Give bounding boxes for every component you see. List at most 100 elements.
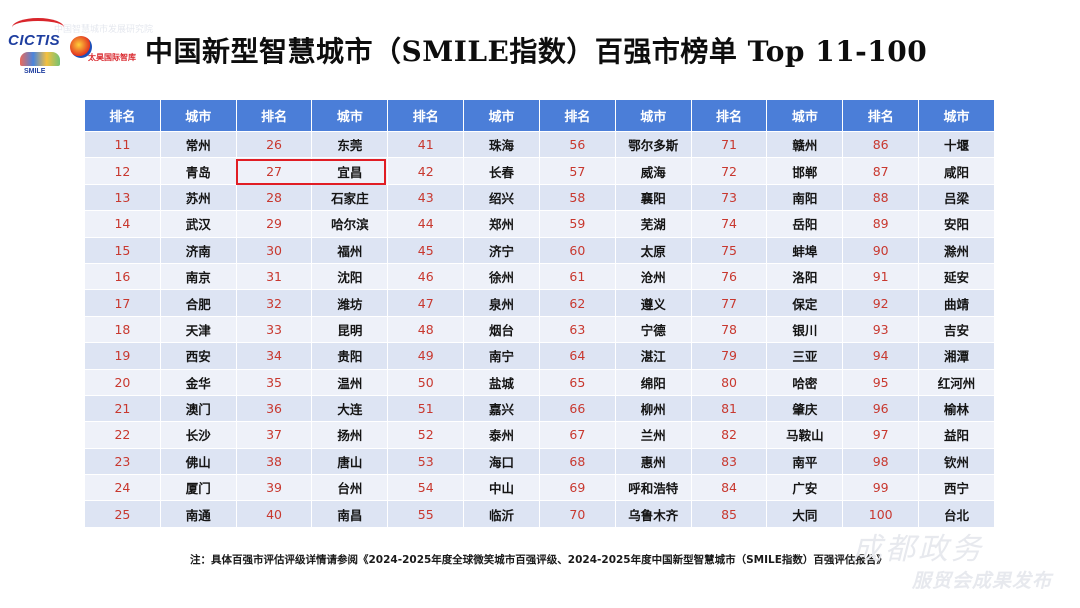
table-header-cell: 排名 — [235, 99, 313, 132]
taihu-logo: 太昊国际智库 — [70, 36, 136, 66]
city-cell: 保定 — [766, 289, 844, 317]
city-cell: 太原 — [614, 236, 692, 264]
rank-cell: 27 — [235, 157, 313, 185]
rank-cell: 60 — [538, 236, 616, 264]
city-cell: 三亚 — [766, 342, 844, 370]
rank-cell: 47 — [387, 289, 465, 317]
city-cell: 吉安 — [918, 315, 995, 344]
city-cell: 天津 — [159, 315, 237, 344]
table-row: 18 天津 33 昆明 48 烟台 63 宁德 78 银川 93 吉安 — [84, 315, 995, 344]
city-cell: 贵阳 — [311, 342, 389, 370]
city-cell: 青岛 — [159, 157, 237, 185]
rank-cell: 35 — [235, 368, 313, 396]
table-row: 12 青岛 27 宜昌 42 长春 57 威海 72 邯郸 87 咸阳 — [84, 157, 995, 185]
city-cell: 岳阳 — [766, 210, 844, 238]
rank-cell: 71 — [690, 130, 768, 159]
rank-cell: 44 — [387, 210, 465, 238]
city-cell: 台州 — [311, 474, 389, 502]
city-cell: 昆明 — [311, 315, 389, 344]
rank-cell: 87 — [842, 157, 920, 185]
page-title: 中国新型智慧城市（SMILE指数）百强市榜单 Top 11-100 — [145, 35, 928, 68]
city-cell: 洛阳 — [766, 262, 844, 291]
table-row: 22 长沙 37 扬州 52 泰州 67 兰州 82 马鞍山 97 益阳 — [84, 421, 995, 449]
city-cell: 郑州 — [463, 210, 540, 238]
rank-cell: 59 — [538, 210, 616, 238]
city-cell: 广安 — [766, 474, 844, 502]
city-cell: 沧州 — [614, 262, 692, 291]
city-cell: 长春 — [463, 157, 540, 185]
table-body: 11 常州 26 东莞 41 珠海 56 鄂尔多斯 71 赣州 86 十堰 12 青岛 27 宜昌 42 长春 57… — [84, 130, 995, 528]
city-cell: 威海 — [614, 157, 692, 185]
city-cell: 柳州 — [614, 394, 692, 423]
city-cell: 鄂尔多斯 — [614, 130, 692, 159]
rank-cell: 74 — [690, 210, 768, 238]
city-cell: 徐州 — [463, 262, 540, 291]
rank-cell: 11 — [84, 130, 161, 159]
city-cell: 苏州 — [159, 183, 237, 212]
city-cell: 哈密 — [766, 368, 844, 396]
rank-cell: 70 — [538, 500, 616, 528]
rank-cell: 76 — [690, 262, 768, 291]
ranking-table: 排名 城市 排名 城市 排名 城市 排名 城市 排名 城市 排名 城市 11 常州 26 东莞 41 珠海 56 鄂… — [84, 99, 995, 528]
rank-cell: 86 — [842, 130, 920, 159]
city-cell: 邯郸 — [766, 157, 844, 185]
rank-cell: 91 — [842, 262, 920, 291]
rank-cell: 56 — [538, 130, 616, 159]
rank-cell: 93 — [842, 315, 920, 344]
city-cell: 武汉 — [159, 210, 237, 238]
rank-cell: 12 — [84, 157, 161, 185]
city-cell: 澳门 — [159, 394, 237, 423]
globe-icon — [70, 36, 92, 58]
rank-cell: 92 — [842, 289, 920, 317]
city-cell: 宜昌 — [311, 157, 389, 185]
city-cell: 嘉兴 — [463, 394, 540, 423]
table-row: 25 南通 40 南昌 55 临沂 70 乌鲁木齐 85 大同 100 台北 — [84, 500, 995, 528]
city-cell: 湛江 — [614, 342, 692, 370]
watermark-caption: 服贸会成果发布 — [912, 570, 1053, 592]
rank-cell: 67 — [538, 421, 616, 449]
city-cell: 马鞍山 — [766, 421, 844, 449]
rank-cell: 34 — [235, 342, 313, 370]
city-cell: 钦州 — [918, 447, 995, 476]
rank-cell: 62 — [538, 289, 616, 317]
city-cell: 十堰 — [918, 130, 995, 159]
rank-cell: 66 — [538, 394, 616, 423]
city-cell: 哈尔滨 — [311, 210, 389, 238]
rank-cell: 55 — [387, 500, 465, 528]
rank-cell: 89 — [842, 210, 920, 238]
rank-cell: 16 — [84, 262, 161, 291]
rank-cell: 68 — [538, 447, 616, 476]
rank-cell: 65 — [538, 368, 616, 396]
rank-cell: 30 — [235, 236, 313, 264]
city-cell: 唐山 — [311, 447, 389, 476]
city-cell: 中山 — [463, 474, 540, 502]
table-header-cell: 城市 — [311, 99, 389, 132]
rank-cell: 50 — [387, 368, 465, 396]
city-cell: 合肥 — [159, 289, 237, 317]
rank-cell: 97 — [842, 421, 920, 449]
city-cell: 长沙 — [159, 421, 237, 449]
city-cell: 绍兴 — [463, 183, 540, 212]
city-cell: 蚌埠 — [766, 236, 844, 264]
rank-cell: 26 — [235, 130, 313, 159]
rank-cell: 61 — [538, 262, 616, 291]
table-header-cell: 城市 — [614, 99, 692, 132]
city-cell: 烟台 — [463, 315, 540, 344]
rank-cell: 17 — [84, 289, 161, 317]
city-cell: 延安 — [918, 262, 995, 291]
rank-cell: 22 — [84, 421, 161, 449]
cictis-sub-text: SMILE — [24, 68, 46, 75]
city-cell: 惠州 — [614, 447, 692, 476]
table-header-cell: 排名 — [84, 99, 161, 132]
city-cell: 扬州 — [311, 421, 389, 449]
ranking-table-container: 排名 城市 排名 城市 排名 城市 排名 城市 排名 城市 排名 城市 11 常州 26 东莞 41 珠海 56 鄂… — [84, 99, 995, 528]
rank-cell: 40 — [235, 500, 313, 528]
rank-cell: 96 — [842, 394, 920, 423]
city-cell: 滁州 — [918, 236, 995, 264]
city-cell: 东莞 — [311, 130, 389, 159]
swoosh-icon — [12, 18, 64, 37]
rank-cell: 33 — [235, 315, 313, 344]
table-header-cell: 排名 — [690, 99, 768, 132]
rank-cell: 84 — [690, 474, 768, 502]
rank-cell: 42 — [387, 157, 465, 185]
